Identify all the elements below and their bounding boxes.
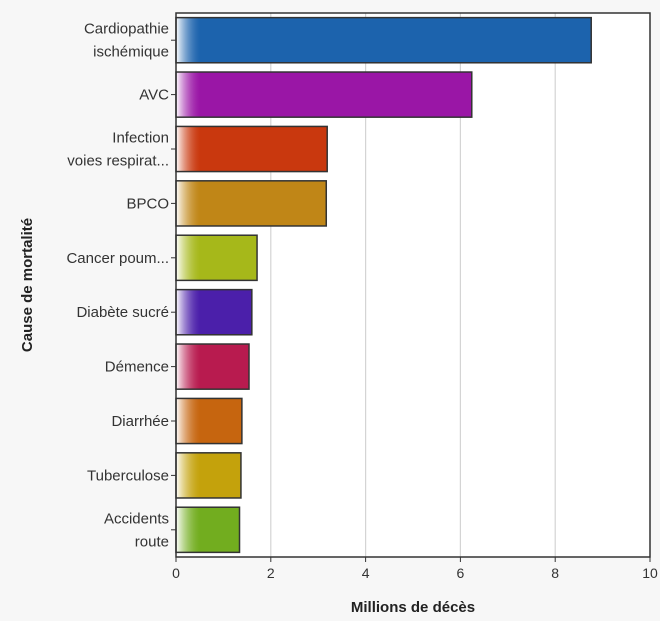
bars bbox=[175, 16, 592, 554]
x-tick-label: 6 bbox=[457, 565, 465, 581]
bar-highlight bbox=[175, 506, 241, 554]
category-label: AVC bbox=[139, 87, 169, 104]
y-axis-title: Cause de mortalité bbox=[19, 218, 36, 352]
category-label: Diarrhée bbox=[111, 413, 169, 430]
category-label: Infection voies respirat... bbox=[67, 130, 169, 170]
x-tick-label: 4 bbox=[362, 565, 370, 581]
category-label: Démence bbox=[105, 359, 169, 376]
bar-highlight bbox=[175, 125, 328, 173]
bar-highlight bbox=[175, 71, 473, 118]
category-label: BPCO bbox=[126, 195, 169, 212]
x-tick-label: 2 bbox=[267, 565, 275, 581]
plot-frame bbox=[175, 12, 651, 558]
x-tick-labels: 0 2 4 6 8 10 bbox=[172, 565, 658, 581]
bar-highlight bbox=[175, 180, 328, 227]
x-tick-label: 8 bbox=[551, 565, 559, 581]
category-label: Cancer poum... bbox=[66, 250, 169, 267]
bar-highlight bbox=[175, 452, 242, 499]
category-label: Cardiopathie ischémique bbox=[84, 21, 169, 61]
category-label: Diabète sucré bbox=[76, 304, 169, 321]
x-tick-label: 0 bbox=[172, 565, 180, 581]
x-tick-label: 10 bbox=[642, 565, 658, 581]
category-label: Accidents route bbox=[104, 510, 169, 550]
bar-highlight bbox=[175, 234, 258, 282]
bar-highlight bbox=[175, 288, 253, 336]
x-axis-ticks bbox=[175, 557, 651, 562]
bar-highlight bbox=[175, 343, 250, 390]
category-labels: Cardiopathie ischémique AVC Infection voies … bbox=[66, 21, 169, 551]
bar-highlight bbox=[175, 16, 592, 64]
bar-highlight bbox=[175, 397, 243, 445]
x-axis-title: Millions de décès bbox=[351, 599, 475, 616]
y-axis-ticks bbox=[171, 39, 176, 531]
category-label: Tuberculose bbox=[87, 467, 169, 484]
